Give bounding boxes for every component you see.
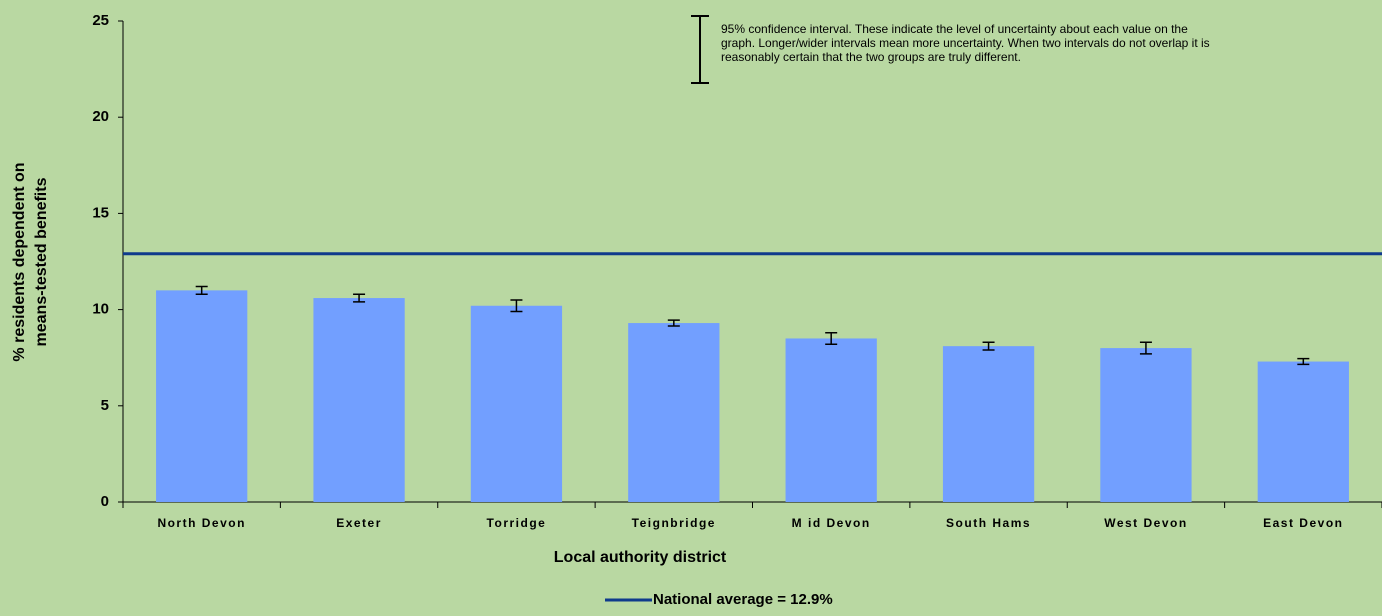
bar [785,338,877,502]
ci-legend-icon [691,15,709,84]
error-bar [1297,357,1310,366]
y-tick-label: 15 [92,204,109,221]
bar [1257,361,1349,502]
bar [156,290,248,502]
error-bar [510,299,523,313]
y-tick-label: 10 [92,301,109,318]
y-axis-title: % residents dependent on [11,162,28,361]
x-tick-label: East Devon [1263,516,1343,530]
x-tick-label: Teignbridge [632,516,716,530]
error-bar [195,285,208,295]
bar [1100,348,1192,502]
bar [942,346,1035,502]
y-tick-label: 25 [92,12,109,29]
bar [628,323,720,502]
x-axis-title: Local authority district [554,549,727,566]
x-tick-label: North Devon [157,516,246,530]
y-tick-label: 0 [101,493,109,510]
annotation: 95% confidence interval. These indicate … [721,22,1188,36]
error-bar [667,319,680,327]
bar [313,298,405,502]
legend-label: National average = 12.9% [653,591,833,608]
y-tick-label: 20 [92,108,109,125]
error-bar [825,331,838,345]
annotation: graph. Longer/wider intervals mean more … [721,36,1210,50]
x-tick-label: Torridge [487,516,547,530]
bar [470,305,563,502]
error-bar [982,341,995,351]
y-tick-label: 5 [101,397,109,414]
error-bar [353,293,366,303]
x-tick-label: South Hams [946,516,1031,530]
x-tick-label: M id Devon [792,516,871,530]
x-tick-label: West Devon [1104,516,1187,530]
x-tick-label: Exeter [336,516,382,530]
y-axis-title: means-tested benefits [33,177,50,346]
annotation: reasonably certain that the two groups a… [721,50,1021,64]
error-bar [1139,341,1152,355]
